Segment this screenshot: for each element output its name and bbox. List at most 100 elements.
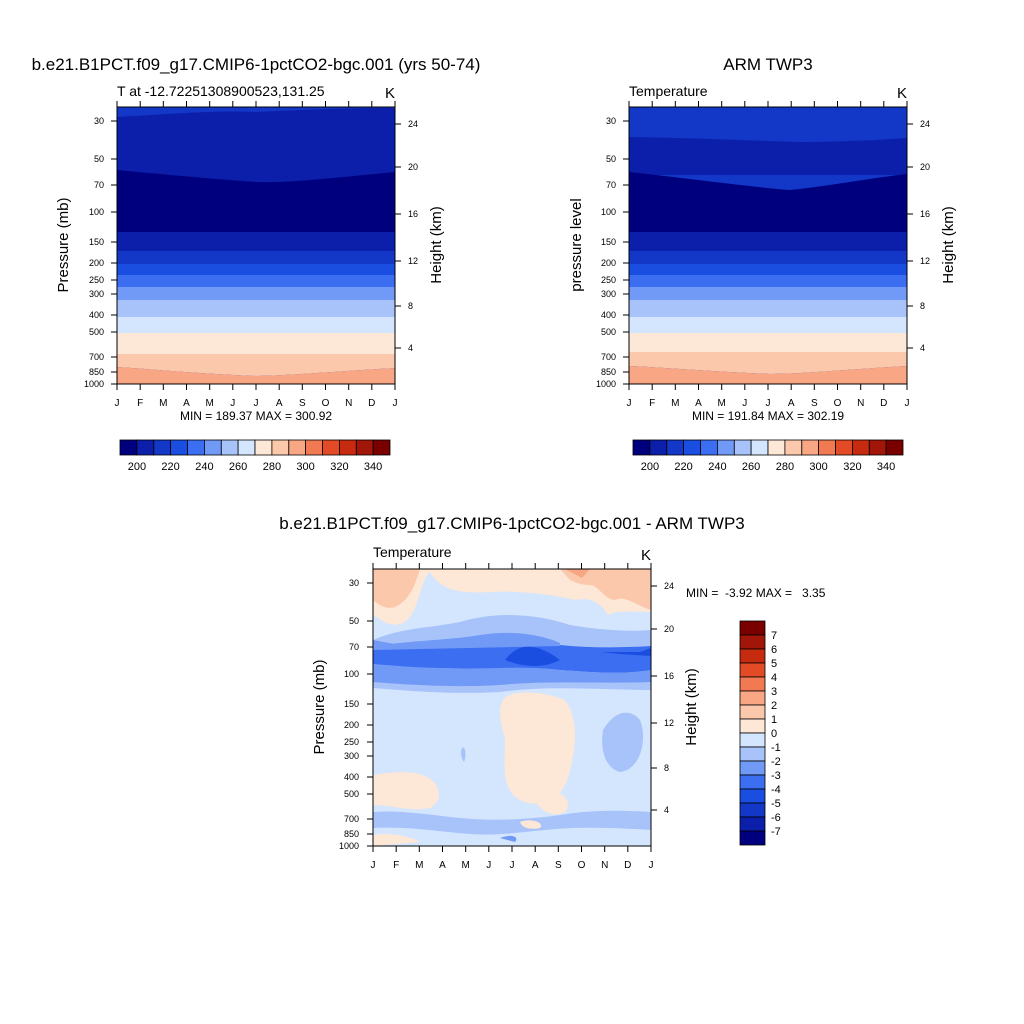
pressure-tick-label: 200 — [344, 720, 359, 730]
pressure-tick-label: 500 — [601, 327, 616, 337]
height-tick-label: 8 — [408, 301, 413, 311]
band-220 — [117, 251, 395, 265]
height-tick-label: 16 — [920, 209, 930, 219]
pressure-tick-label: 100 — [89, 207, 104, 217]
height-tick-label: 16 — [408, 209, 418, 219]
band-230 — [117, 264, 395, 276]
band-250 — [117, 287, 395, 301]
band-200-210-upper — [629, 137, 907, 175]
panel-obs-subtitle: Temperature — [629, 83, 708, 99]
panel-obs-colorbar: 200 220 240 260 280 300 320 340 — [632, 439, 904, 473]
pressure-tick-label: 1000 — [596, 379, 616, 389]
x-tick-label: M — [671, 398, 679, 409]
band-210 — [117, 232, 395, 252]
colorbar-label: 260 — [229, 461, 247, 473]
colorbar-label: 6 — [771, 644, 777, 656]
colorbar-label: 0 — [771, 728, 777, 740]
pressure-tick-label: 70 — [349, 642, 359, 652]
x-tick-label: J — [649, 860, 654, 871]
diff-band-mid-warm — [500, 692, 575, 804]
diff-band-low-warm-left — [373, 772, 440, 810]
panel-model-subtitle: T at -12.72251308900523,131.25 — [117, 83, 325, 99]
band-190 — [629, 172, 907, 232]
panel-diff-colorbar: 7 6 5 4 3 2 1 0 -1 -2 -3 -4 -5 -6 -7 — [739, 620, 781, 846]
x-tick-label: S — [299, 398, 306, 409]
x-tick-label: M — [718, 398, 726, 409]
colorbar-label: 2 — [771, 700, 777, 712]
panel-model-contours — [117, 107, 395, 384]
pressure-tick-label: 850 — [89, 367, 104, 377]
colorbar-label: -2 — [771, 756, 781, 768]
colorbar-label: 240 — [708, 461, 726, 473]
colorbar-label: 200 — [641, 461, 659, 473]
pressure-tick-label: 30 — [606, 116, 616, 126]
pressure-tick-label: 150 — [89, 237, 104, 247]
panel-model-title: b.e21.B1PCT.f09_g17.CMIP6-1pctCO2-bgc.00… — [32, 55, 481, 74]
pressure-tick-label: 100 — [601, 207, 616, 217]
panel-obs-pressure-axis: 30 50 70 100 150 200 250 300 400 500 700… — [568, 116, 629, 389]
colorbar-swatches — [119, 439, 391, 456]
panel-obs: ARM TWP3 Temperature K J — [568, 55, 957, 473]
diff-band-bottom-neg2 — [500, 835, 517, 842]
colorbar-label: 220 — [674, 461, 692, 473]
panel-diff-title: b.e21.B1PCT.f09_g17.CMIP6-1pctCO2-bgc.00… — [279, 514, 745, 533]
pressure-tick-label: 1000 — [84, 379, 104, 389]
colorbar-label: -6 — [771, 812, 781, 824]
colorbar-label: 300 — [809, 461, 827, 473]
x-tick-label: O — [322, 398, 330, 409]
height-tick-label: 20 — [664, 624, 674, 634]
x-tick-label: J — [510, 860, 515, 871]
panel-obs-height-axis: 24 20 16 12 8 4 Height (km) — [907, 119, 957, 353]
band-190 — [117, 170, 395, 232]
pressure-tick-label: 300 — [89, 289, 104, 299]
pressure-tick-label: 200 — [89, 258, 104, 268]
x-tick-label: N — [345, 398, 352, 409]
panel-obs-y2label: Height (km) — [940, 206, 957, 284]
diff-band-bottom-warm-small — [520, 820, 541, 829]
x-tick-label: J — [393, 398, 398, 409]
diff-band-top-right-3 — [565, 569, 590, 578]
panel-diff-xaxis: J F M A M J J A S O N D J — [371, 563, 654, 871]
x-tick-label: A — [695, 398, 702, 409]
height-tick-label: 20 — [408, 162, 418, 172]
colorbar-label: 220 — [161, 461, 179, 473]
colorbar-label: 280 — [263, 461, 281, 473]
band-300 — [117, 367, 395, 384]
panel-obs-contours — [629, 107, 907, 384]
height-tick-label: 16 — [664, 671, 674, 681]
pressure-tick-label: 500 — [344, 789, 359, 799]
colorbar-label: 4 — [771, 672, 777, 684]
band-270 — [117, 317, 395, 334]
x-tick-label: J — [766, 398, 771, 409]
colorbar-label: 240 — [195, 461, 213, 473]
diff-band-neg4-small — [600, 648, 651, 656]
diff-band-neg2-lower — [373, 664, 651, 687]
panel-model-height-axis: 24 20 16 12 8 4 Height (km) — [395, 119, 445, 353]
pressure-tick-label: 700 — [89, 352, 104, 362]
panel-model: b.e21.B1PCT.f09_g17.CMIP6-1pctCO2-bgc.00… — [32, 55, 481, 473]
pressure-tick-label: 150 — [601, 237, 616, 247]
diff-band-top-left-2 — [373, 569, 420, 608]
x-tick-label: A — [788, 398, 795, 409]
height-tick-label: 8 — [920, 301, 925, 311]
colorbar-swatches — [632, 439, 904, 456]
band-280 — [117, 333, 395, 355]
colorbar-label: -5 — [771, 798, 781, 810]
pressure-tick-label: 250 — [89, 275, 104, 285]
height-tick-label: 24 — [408, 119, 418, 129]
x-tick-label: J — [742, 398, 747, 409]
x-tick-label: M — [159, 398, 167, 409]
band-240 — [117, 275, 395, 288]
pressure-tick-label: 1000 — [339, 841, 359, 851]
x-tick-label: A — [183, 398, 190, 409]
height-tick-label: 4 — [664, 805, 669, 815]
x-tick-label: O — [834, 398, 842, 409]
pressure-tick-label: 500 — [89, 327, 104, 337]
colorbar-swatches — [739, 620, 766, 846]
panel-obs-ylabel: pressure level — [568, 198, 585, 291]
pressure-tick-label: 400 — [601, 310, 616, 320]
panel-diff-stats: MIN = -3.92 MAX = 3.35 — [686, 586, 826, 600]
panel-diff-y2label: Height (km) — [683, 668, 700, 746]
pressure-tick-label: 850 — [344, 829, 359, 839]
panel-diff-ylabel: Pressure (mb) — [311, 659, 328, 754]
